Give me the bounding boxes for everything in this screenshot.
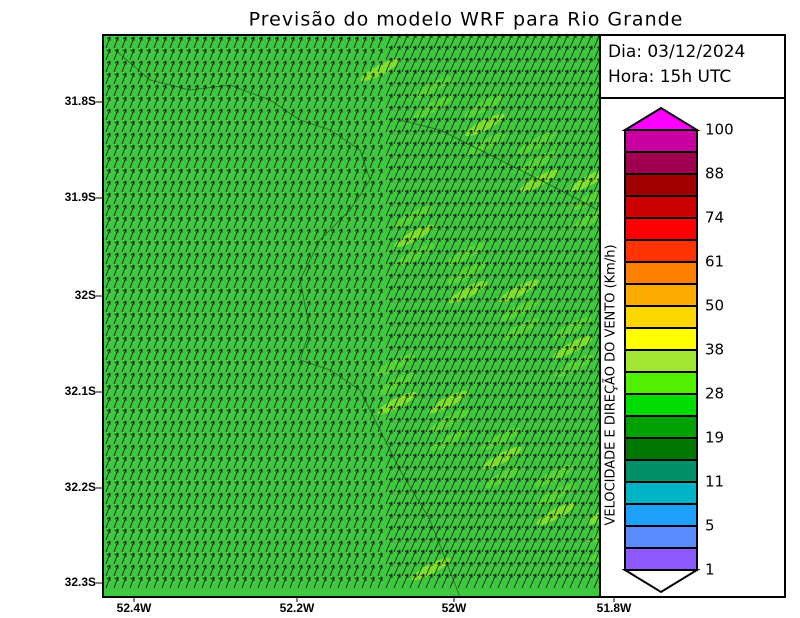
info-day: Dia: 03/12/2024	[608, 42, 745, 62]
info-hour: Hora: 15h UTC	[608, 67, 731, 87]
wind-streak	[413, 95, 453, 119]
map-frame	[102, 34, 786, 598]
colorbar-tick-label: 19	[705, 429, 724, 447]
colorbar-segment	[624, 437, 698, 461]
colorbar-segment	[624, 459, 698, 483]
colorbar-segment	[624, 525, 698, 549]
colorbar-segment	[624, 305, 698, 329]
colorbar-segment	[624, 415, 698, 439]
wind-streak	[499, 279, 539, 303]
y-tick-label: 31.9S	[65, 190, 96, 204]
wind-streak	[375, 353, 415, 377]
colorbar-label: VELOCIDADE E DIREÇÃO DO VENTO (Km/h)	[603, 244, 619, 525]
colorbar-segment	[624, 371, 698, 395]
y-tick-label: 31.8S	[65, 94, 96, 108]
title: Previsão do modelo WRF para Rio Grande	[249, 9, 684, 31]
colorbar-tick-label: 28	[705, 385, 724, 403]
x-tick-label: 52.4W	[117, 601, 152, 615]
x-tick-label: 52W	[442, 601, 467, 615]
y-tick-label: 32S	[75, 288, 96, 302]
colorbar-segment	[624, 129, 698, 153]
wind-streak	[517, 131, 557, 155]
y-tick-label: 32.1S	[65, 384, 96, 398]
wind-streak	[376, 372, 416, 396]
y-tick-label: 32.2S	[65, 480, 96, 494]
colorbar-segment	[624, 481, 698, 505]
wind-streak	[552, 316, 592, 340]
colorbar-segment	[624, 349, 698, 373]
wind-streak	[466, 132, 506, 156]
colorbar-tick-label: 5	[705, 517, 715, 535]
colorbar-bottom	[621, 569, 701, 594]
y-tick-label: 32.3S	[65, 575, 96, 589]
colorbar-tick-label: 11	[705, 473, 724, 491]
x-tick-label: 51.8W	[597, 601, 632, 615]
wind-streak	[553, 335, 593, 359]
wind-streak	[360, 58, 400, 82]
colorbar-segment	[624, 173, 698, 197]
wind-arrows	[105, 33, 601, 589]
wind-streak	[429, 409, 469, 433]
colorbar-tick-label: 74	[705, 209, 724, 227]
wind-streak	[394, 224, 434, 248]
x-tick-label: 52.2W	[280, 601, 315, 615]
colorbar-segment	[624, 283, 698, 307]
wind-streak	[412, 76, 452, 100]
colorbar-segment	[624, 327, 698, 351]
colorbar-segment	[624, 195, 698, 219]
colorbar-segment	[624, 503, 698, 527]
wind-streak	[395, 243, 435, 267]
colorbar-segment	[624, 547, 698, 571]
wind-streak	[464, 94, 504, 118]
colorbar-tick-label: 1	[705, 561, 715, 579]
colorbar-tick-label: 100	[705, 121, 734, 139]
wind-streak	[535, 483, 575, 507]
colorbar-segment	[624, 151, 698, 175]
wind-streak	[448, 280, 488, 304]
colorbar-tick-label: 61	[705, 253, 724, 271]
colorbar-tick-label: 38	[705, 341, 724, 359]
wind-streak	[519, 169, 559, 193]
colorbar: 100 88 74 61 50 38 28 19 11 5 1	[621, 106, 734, 594]
colorbar-tick-label: 50	[705, 297, 724, 315]
wind-streak	[536, 502, 576, 526]
colorbar-segment	[624, 239, 698, 263]
colorbar-segment	[624, 217, 698, 241]
wind-streak	[411, 557, 451, 581]
colorbar-segment	[624, 393, 698, 417]
colorbar-segment	[624, 261, 698, 285]
wind-streak	[393, 205, 433, 229]
wind-streak	[483, 465, 523, 489]
colorbar-tick-label: 88	[705, 165, 724, 183]
